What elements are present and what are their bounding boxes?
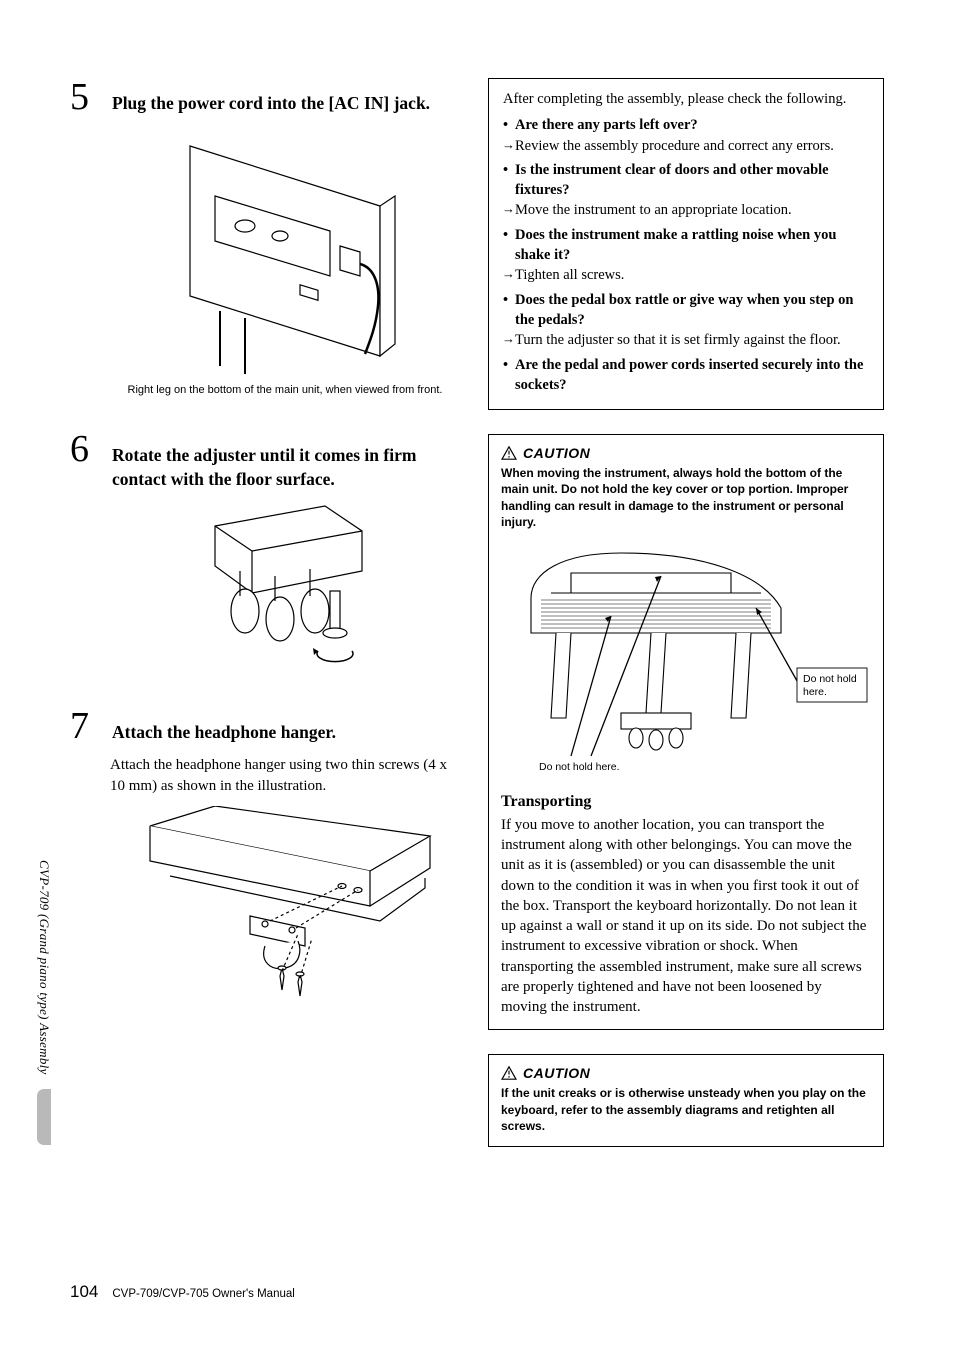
checklist-a: Review the assembly procedure and correc…	[503, 136, 869, 156]
page-footer: 104 CVP-709/CVP-705 Owner's Manual	[70, 1282, 295, 1302]
step-6: 6 Rotate the adjuster until it comes in …	[70, 430, 460, 681]
step-5-caption: Right leg on the bottom of the main unit…	[110, 384, 460, 396]
step-7-figure	[110, 806, 460, 1016]
step-7: 7 Attach the headphone hanger. Attach th…	[70, 707, 460, 1016]
checklist-q: Is the instrument clear of doors and oth…	[503, 160, 869, 201]
two-column-layout: 5 Plug the power cord into the [AC IN] j…	[70, 78, 884, 1147]
checklist-q: Are the pedal and power cords inserted s…	[503, 355, 869, 396]
caution-moving-figure: Do not hold here. Do not hold here.	[501, 538, 871, 783]
page-number: 104	[70, 1282, 98, 1302]
step-5-title: Plug the power cord into the [AC IN] jac…	[112, 92, 430, 116]
side-tab: CVP-709 (Grand piano type) Assembly	[36, 860, 52, 1145]
caution-creaks-box: CAUTION If the unit creaks or is otherwi…	[488, 1054, 884, 1147]
caution-label: CAUTION	[523, 1065, 590, 1081]
callout-left: Do not hold here.	[539, 761, 620, 773]
transporting-heading: Transporting	[501, 793, 871, 811]
caution-creaks-text: If the unit creaks or is otherwise unste…	[501, 1085, 871, 1134]
caution-moving-text: When moving the instrument, always hold …	[501, 465, 871, 530]
side-tab-nub	[37, 1089, 51, 1145]
checklist-q: Are there any parts left over?	[503, 115, 869, 135]
checklist-a: Move the instrument to an appropriate lo…	[503, 200, 869, 220]
ac-in-jack-illustration	[160, 126, 410, 376]
checklist-a: Tighten all screws.	[503, 265, 869, 285]
checklist-intro: After completing the assembly, please ch…	[503, 89, 869, 109]
callout-right-line1: Do not hold	[803, 673, 857, 685]
warning-icon	[501, 446, 517, 460]
step-6-number: 6	[70, 430, 98, 468]
left-column: 5 Plug the power cord into the [AC IN] j…	[70, 78, 460, 1147]
footer-doc-title: CVP-709/CVP-705 Owner's Manual	[112, 1288, 294, 1300]
checklist-q: Does the pedal box rattle or give way wh…	[503, 290, 869, 331]
caution-moving-box: CAUTION When moving the instrument, alwa…	[488, 434, 884, 1030]
step-5-number: 5	[70, 78, 98, 116]
side-section-label: CVP-709 (Grand piano type) Assembly	[36, 860, 52, 1075]
callout-right-line2: here.	[803, 686, 827, 698]
step-5-header: 5 Plug the power cord into the [AC IN] j…	[70, 78, 460, 116]
adjuster-illustration	[190, 501, 380, 681]
headphone-hanger-illustration	[130, 806, 440, 1016]
step-6-header: 6 Rotate the adjuster until it comes in …	[70, 430, 460, 491]
caution-label: CAUTION	[523, 445, 590, 461]
caution-heading: CAUTION	[501, 445, 871, 461]
assembly-checklist-box: After completing the assembly, please ch…	[488, 78, 884, 410]
piano-hold-illustration: Do not hold here. Do not hold here.	[501, 538, 871, 778]
step-7-body: Attach the headphone hanger using two th…	[110, 755, 460, 796]
caution-heading: CAUTION	[501, 1065, 871, 1081]
step-6-title: Rotate the adjuster until it comes in fi…	[112, 444, 460, 491]
callout-right: Do not hold here.	[797, 668, 867, 702]
transporting-body: If you move to another location, you can…	[501, 815, 871, 1018]
step-7-number: 7	[70, 707, 98, 745]
checklist-q: Does the instrument make a rattling nois…	[503, 225, 869, 266]
step-7-header: 7 Attach the headphone hanger.	[70, 707, 460, 745]
right-column: After completing the assembly, please ch…	[488, 78, 884, 1147]
step-7-title: Attach the headphone hanger.	[112, 721, 336, 745]
checklist-a: Turn the adjuster so that it is set firm…	[503, 330, 869, 350]
checklist-items: Are there any parts left over? Review th…	[503, 115, 869, 395]
warning-icon	[501, 1066, 517, 1080]
step-5: 5 Plug the power cord into the [AC IN] j…	[70, 78, 460, 396]
step-6-figure	[110, 501, 460, 681]
step-5-figure	[110, 126, 460, 376]
